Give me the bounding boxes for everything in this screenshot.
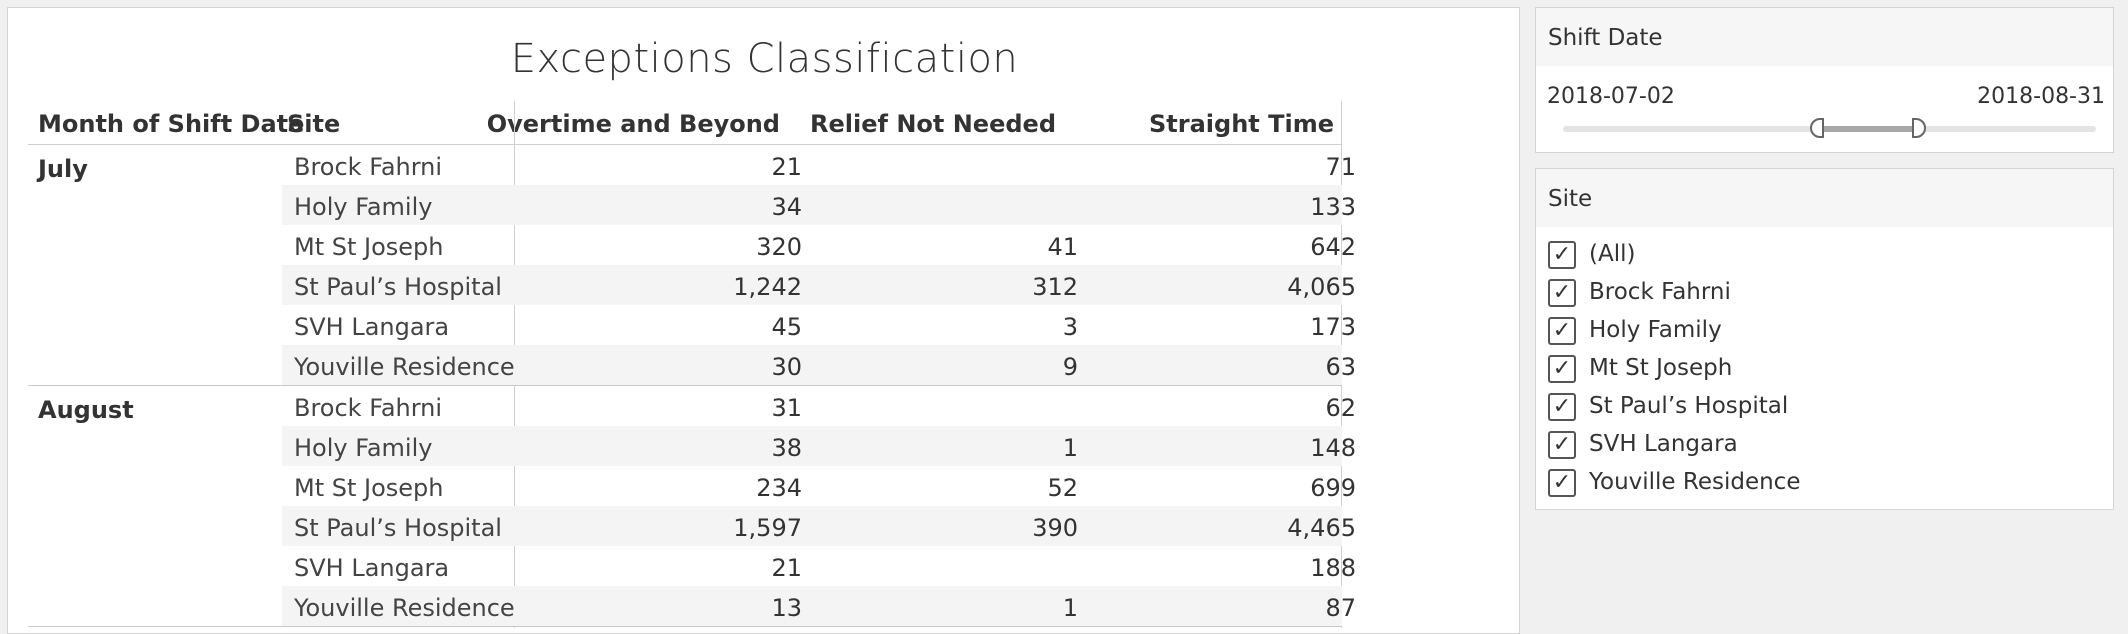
slider-handle-end-icon[interactable] (1912, 118, 1926, 138)
overtime-cell[interactable]: 34 (771, 193, 802, 221)
relief-cell[interactable]: 1 (1062, 434, 1078, 462)
overtime-cell[interactable]: 21 (771, 554, 802, 582)
overtime-cell[interactable]: 21 (771, 153, 802, 181)
header-site[interactable]: Site (287, 110, 341, 138)
site-cell[interactable]: Mt St Joseph (294, 474, 444, 502)
site-cell[interactable]: St Paul’s Hospital (294, 514, 502, 542)
site-filter-title: Site (1536, 169, 2113, 227)
relief-cell[interactable]: 1 (1062, 594, 1078, 622)
month-label[interactable]: August (38, 396, 134, 424)
table-row[interactable]: Holy Family 38 1 148 (282, 426, 1356, 466)
header-relief[interactable]: Relief Not Needed (810, 110, 1056, 138)
group-divider (28, 385, 1342, 386)
site-cell[interactable]: Youville Residence (294, 594, 515, 622)
overtime-cell[interactable]: 1,242 (733, 273, 802, 301)
straight-time-cell[interactable]: 133 (1310, 193, 1356, 221)
straight-time-cell[interactable]: 699 (1310, 474, 1356, 502)
table-row[interactable]: SVH Langara 45 3 173 (282, 305, 1356, 345)
table-row[interactable]: Brock Fahrni 31 62 (282, 386, 1356, 426)
check-icon[interactable]: ✓ (1548, 469, 1576, 497)
site-cell[interactable]: Holy Family (294, 434, 433, 462)
overtime-cell[interactable]: 45 (771, 313, 802, 341)
site-cell[interactable]: SVH Langara (294, 313, 450, 341)
table-row[interactable]: Holy Family 34 133 (282, 185, 1356, 225)
site-option-label[interactable]: Brock Fahrni (1589, 279, 1731, 305)
check-icon[interactable]: ✓ (1548, 393, 1576, 421)
overtime-cell[interactable]: 234 (756, 474, 802, 502)
shift-date-start[interactable]: 2018-07-02 (1547, 84, 1675, 109)
straight-time-cell[interactable]: 71 (1325, 153, 1356, 181)
straight-time-cell[interactable]: 148 (1310, 434, 1356, 462)
overtime-cell[interactable]: 30 (771, 353, 802, 381)
relief-cell[interactable]: 52 (1047, 474, 1078, 502)
straight-time-cell[interactable]: 63 (1325, 353, 1356, 381)
worksheet-panel: Exceptions Classification Month of Shift… (7, 7, 1520, 634)
check-icon[interactable]: ✓ (1548, 431, 1576, 459)
sheet-title: Exceptions Classification (510, 36, 1019, 82)
slider-handle-start-icon[interactable] (1810, 118, 1824, 138)
site-option-label[interactable]: SVH Langara (1589, 431, 1738, 457)
relief-cell[interactable]: 9 (1062, 353, 1078, 381)
month-group: July Brock Fahrni 21 71 Holy Family 34 133 Mt S… (28, 145, 1356, 385)
straight-time-cell[interactable]: 87 (1325, 594, 1356, 622)
relief-cell[interactable]: 3 (1062, 313, 1078, 341)
check-icon[interactable]: ✓ (1548, 355, 1576, 383)
table-row[interactable]: St Paul’s Hospital 1,597 390 4,465 (282, 506, 1356, 546)
site-filter: Site ✓ (All) ✓ Brock Fahrni ✓ Holy Family ✓ Mt … (1535, 168, 2114, 510)
check-icon[interactable]: ✓ (1548, 241, 1576, 269)
check-icon[interactable]: ✓ (1548, 279, 1576, 307)
site-cell[interactable]: Brock Fahrni (294, 153, 443, 181)
overtime-cell[interactable]: 320 (756, 233, 802, 261)
overtime-cell[interactable]: 38 (771, 434, 802, 462)
site-option-label[interactable]: (All) (1589, 241, 1636, 267)
site-cell[interactable]: SVH Langara (294, 554, 450, 582)
site-cell[interactable]: Mt St Joseph (294, 233, 444, 261)
table-row[interactable]: SVH Langara 21 188 (282, 546, 1356, 586)
header-month[interactable]: Month of Shift Date (38, 110, 305, 138)
table-row[interactable]: Brock Fahrni 21 71 (282, 145, 1356, 185)
overtime-cell[interactable]: 13 (771, 594, 802, 622)
relief-cell[interactable]: 312 (1032, 273, 1078, 301)
site-option-label[interactable]: Holy Family (1589, 317, 1722, 343)
site-cell[interactable]: St Paul’s Hospital (294, 273, 502, 301)
check-icon[interactable]: ✓ (1548, 317, 1576, 345)
shift-date-filter: Shift Date 2018-07-02 2018-08-31 (1535, 7, 2114, 153)
month-label[interactable]: July (38, 155, 88, 183)
site-cell[interactable]: Brock Fahrni (294, 394, 443, 422)
straight-time-cell[interactable]: 188 (1310, 554, 1356, 582)
straight-time-cell[interactable]: 4,065 (1287, 273, 1356, 301)
straight-time-cell[interactable]: 4,465 (1287, 514, 1356, 542)
table-bottom-border (28, 626, 1342, 627)
shift-date-end[interactable]: 2018-08-31 (1977, 84, 2105, 109)
site-option-label[interactable]: St Paul’s Hospital (1589, 393, 1789, 419)
date-slider-range[interactable] (1816, 126, 1919, 132)
header-divider (28, 144, 1342, 145)
header-straight-time[interactable]: Straight Time (1149, 110, 1334, 138)
month-group: August Brock Fahrni 31 62 Holy Family 38 1 148 M… (28, 386, 1356, 626)
table-row[interactable]: St Paul’s Hospital 1,242 312 4,065 (282, 265, 1356, 305)
overtime-cell[interactable]: 31 (771, 394, 802, 422)
header-overtime[interactable]: Overtime and Beyond (486, 110, 780, 138)
relief-cell[interactable]: 390 (1032, 514, 1078, 542)
table-row[interactable]: Youville Residence 13 1 87 (282, 586, 1356, 626)
straight-time-cell[interactable]: 62 (1325, 394, 1356, 422)
site-option-label[interactable]: Youville Residence (1589, 469, 1801, 495)
relief-cell[interactable]: 41 (1047, 233, 1078, 261)
site-option-label[interactable]: Mt St Joseph (1589, 355, 1733, 381)
straight-time-cell[interactable]: 642 (1310, 233, 1356, 261)
overtime-cell[interactable]: 1,597 (733, 514, 802, 542)
site-cell[interactable]: Holy Family (294, 193, 433, 221)
table-row[interactable]: Youville Residence 30 9 63 (282, 345, 1356, 385)
shift-date-filter-title: Shift Date (1536, 8, 2113, 66)
table-row[interactable]: Mt St Joseph 320 41 642 (282, 225, 1356, 265)
table-row[interactable]: Mt St Joseph 234 52 699 (282, 466, 1356, 506)
straight-time-cell[interactable]: 173 (1310, 313, 1356, 341)
site-cell[interactable]: Youville Residence (294, 353, 515, 381)
